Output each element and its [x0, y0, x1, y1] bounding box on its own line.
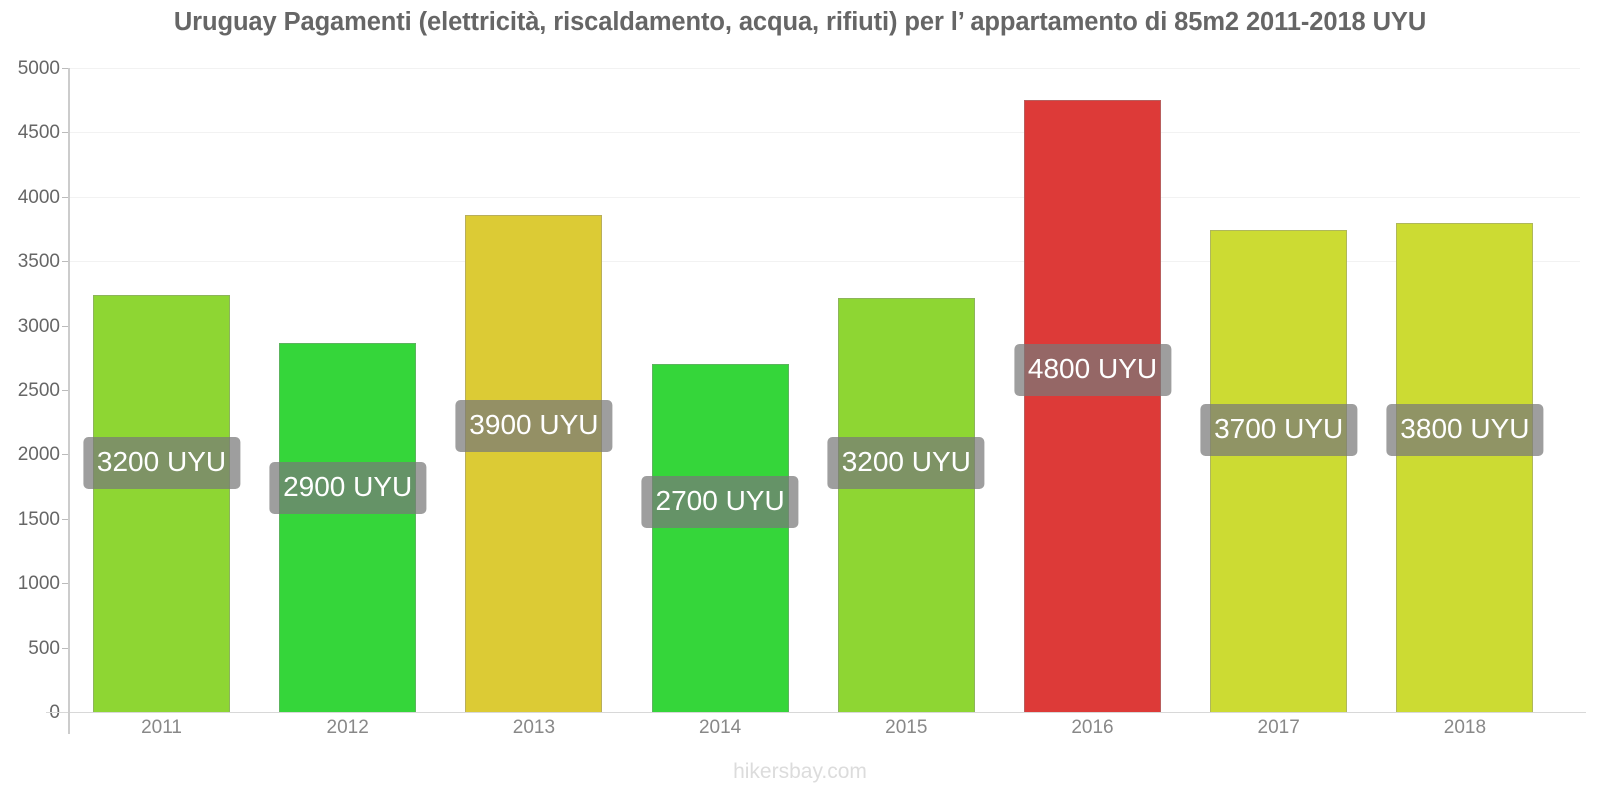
y-tick-mark	[62, 583, 69, 584]
x-tick-label: 2018	[1443, 717, 1487, 738]
x-tick-label: 2012	[326, 717, 369, 738]
y-tick-mark	[62, 390, 69, 391]
y-tick-label: 4500	[17, 122, 60, 144]
chart-title: Uruguay Pagamenti (elettricità, riscalda…	[173, 8, 1427, 36]
y-axis-tick-labels: 0500100015002000250030003500400045005000	[0, 0, 69, 800]
x-tick-label: 2013	[512, 717, 556, 738]
source-watermark: hikersbay.com	[733, 760, 867, 783]
bar-value-label: 3200 UYU	[82, 437, 241, 489]
bar-value-label: 4800 UYU	[1013, 344, 1172, 396]
gridline	[68, 261, 1580, 262]
gridline	[68, 132, 1580, 133]
bar-2014[interactable]	[651, 363, 789, 712]
y-tick-mark	[62, 454, 69, 455]
x-tick-label: 2016	[1071, 717, 1114, 738]
bar-value-label: 2900 UYU	[269, 462, 427, 514]
y-tick-label: 500	[28, 637, 60, 659]
bar-value-label: 3800 UYU	[1386, 404, 1544, 456]
y-tick-mark	[62, 68, 69, 69]
bar-value-label: 3200 UYU	[827, 437, 985, 489]
x-axis-line	[46, 712, 1586, 713]
y-tick-mark	[62, 519, 69, 520]
bar-2016[interactable]	[1024, 100, 1161, 712]
y-tick-label: 5000	[17, 58, 60, 79]
bar-value-label: 2700 UYU	[641, 476, 799, 528]
x-tick-label: 2015	[885, 717, 928, 738]
x-tick-label: 2017	[1257, 717, 1300, 738]
y-tick-label: 2500	[17, 380, 60, 401]
gridline	[68, 68, 1580, 69]
bar-2011[interactable]	[93, 294, 230, 712]
y-tick-label: 3500	[17, 251, 60, 273]
y-tick-mark	[62, 132, 69, 133]
bar-value-label: 3700 UYU	[1200, 404, 1358, 456]
y-tick-label: 3000	[17, 315, 60, 337]
x-axis-origin-tick	[68, 712, 70, 734]
y-tick-mark	[62, 197, 69, 198]
bar-2018[interactable]	[1396, 223, 1534, 712]
bar-value-label: 3900 UYU	[455, 400, 613, 452]
y-tick-mark	[62, 648, 69, 649]
y-axis-line	[68, 68, 70, 712]
bar-2012[interactable]	[279, 342, 417, 712]
bar-2013[interactable]	[465, 215, 603, 712]
y-tick-label: 2000	[17, 444, 60, 466]
x-tick-label: 2011	[141, 717, 182, 738]
x-tick-label: 2014	[698, 717, 742, 738]
y-tick-label: 1000	[17, 573, 60, 595]
y-tick-mark	[62, 261, 69, 262]
y-tick-label: 1500	[17, 508, 60, 530]
bar-2015[interactable]	[837, 297, 975, 712]
y-tick-label: 4000	[17, 186, 60, 208]
bar-2017[interactable]	[1210, 230, 1348, 712]
y-tick-mark	[62, 326, 69, 327]
gridline	[68, 197, 1580, 198]
